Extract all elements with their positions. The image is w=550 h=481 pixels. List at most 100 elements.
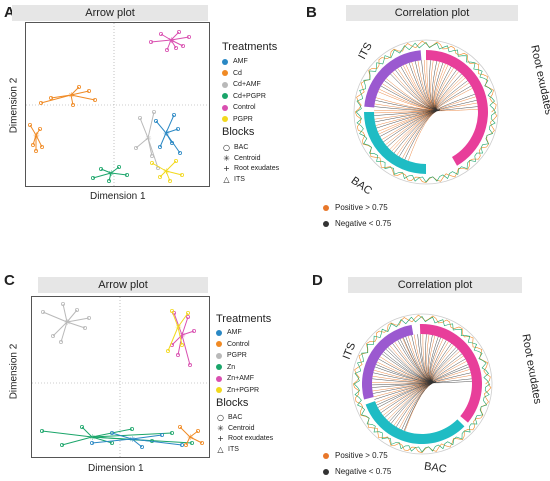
svg-text:✳: ✳: [163, 167, 170, 176]
legend-dot-icon: [216, 329, 222, 336]
correlation-plot-title-b: Correlation plot: [346, 5, 518, 21]
treatment-item-c-5: Zn+PGPR: [216, 387, 259, 394]
legend-label: Control: [227, 340, 250, 348]
legend-dot-icon: [222, 70, 228, 76]
correlation-chords-b: [353, 39, 499, 185]
treatment-item-a-5: PGPR: [222, 116, 253, 123]
legend-label: PGPR: [227, 352, 247, 359]
cluster-znamf-c: ✳: [169, 310, 196, 368]
block-symbol-icon: ○: [223, 143, 230, 152]
legend-label: Cd: [233, 69, 242, 77]
svg-text:✳: ✳: [175, 323, 182, 332]
legend-positive-label-b: Positive > 0.75: [335, 203, 388, 212]
legend-label: Root exudates: [228, 435, 274, 442]
block-symbol-icon: +: [223, 164, 230, 173]
legend-dot-icon: [222, 58, 228, 65]
segment-root-exudates-d: [419, 324, 483, 423]
svg-text:✳: ✳: [168, 36, 175, 45]
legend-negative-label-b: Negative < 0.75: [335, 219, 392, 228]
svg-text:✳: ✳: [187, 433, 194, 442]
block-symbol-icon: +: [217, 434, 224, 443]
cluster-zn-c: ✳: [39, 424, 194, 447]
blocks-title-c: Blocks: [216, 397, 249, 409]
segment-root-exudates-b: [426, 50, 488, 166]
legend-label: PGPR: [233, 115, 253, 123]
correlation-circle-b: [353, 39, 499, 185]
treatment-item-a-2: Cd+AMF: [222, 81, 261, 88]
legend-label: Zn: [227, 363, 236, 371]
block-symbol-icon: △: [223, 174, 230, 184]
segment-its-b: [364, 50, 422, 108]
svg-text:✳: ✳: [163, 129, 170, 138]
block-item-a-0: ○ BAC: [222, 143, 248, 152]
treatments-title-c: Treatments: [216, 313, 272, 325]
treatments-title-a: Treatments: [222, 41, 278, 53]
arrow-plot-a: ✳ ✳ ✳ ✳ ✳ ✳ ✳: [25, 22, 210, 187]
svg-text:✳: ✳: [145, 134, 152, 143]
cluster-znpgpr-c: ✳: [165, 308, 190, 354]
treatment-item-c-3: Zn: [216, 364, 235, 371]
block-item-c-1: ✳ Centroid: [216, 424, 254, 433]
treatment-item-c-2: PGPR: [216, 352, 247, 359]
legend-label: Centroid: [228, 424, 255, 432]
legend-label: Zn+PGPR: [227, 386, 260, 394]
legend-negative-b: Negative < 0.75: [323, 219, 391, 228]
panel-letter-a: A: [4, 4, 15, 21]
correlation-plot-title-d: Correlation plot: [348, 277, 522, 293]
legend-label: ITS: [234, 175, 245, 183]
block-symbol-icon: △: [217, 444, 224, 454]
cluster-amf-a: ✳: [153, 113, 182, 155]
positive-dot-icon: [323, 452, 329, 459]
block-item-a-1: ✳ Centroid: [222, 154, 260, 163]
segment-bac-b: [364, 112, 426, 174]
legend-label: Cd+AMF: [233, 81, 261, 88]
legend-negative-label-d: Negative < 0.75: [335, 467, 392, 476]
cluster-amf-c: ✳: [90, 430, 184, 449]
block-item-c-0: ○ BAC: [216, 413, 242, 422]
legend-dot-icon: [222, 81, 228, 88]
svg-text:✳: ✳: [64, 318, 71, 327]
ylabel-a: Dimension 2: [8, 77, 20, 134]
legend-dot-icon: [216, 364, 222, 370]
legend-label: BAC: [234, 144, 249, 151]
legend-positive-d: Positive > 0.75: [323, 451, 388, 460]
negative-dot-icon: [323, 220, 329, 227]
legend-dot-icon: [216, 387, 222, 393]
legend-label: BAC: [228, 414, 243, 421]
legend-positive-label-d: Positive > 0.75: [335, 451, 388, 460]
legend-dot-icon: [222, 104, 228, 111]
block-item-a-3: △ ITS: [222, 174, 245, 184]
legend-dot-icon: [222, 93, 228, 99]
ylabel-c: Dimension 2: [8, 343, 20, 400]
legend-dot-icon: [222, 116, 228, 122]
panel-letter-c: C: [4, 272, 15, 289]
block-symbol-icon: ✳: [223, 153, 230, 163]
negative-dot-icon: [323, 468, 329, 475]
svg-text:✳: ✳: [33, 131, 40, 140]
legend-negative-d: Negative < 0.75: [323, 467, 391, 476]
legend-label: AMF: [233, 58, 248, 65]
legend-dot-icon: [216, 352, 222, 359]
legend-label: Zn+AMF: [227, 375, 255, 382]
treatment-item-a-4: Control: [222, 104, 256, 111]
legend-dot-icon: [216, 341, 222, 347]
arrow-plot-title-a: Arrow plot: [12, 5, 208, 21]
legend-dot-icon: [216, 375, 222, 382]
svg-text:✳: ✳: [68, 91, 75, 100]
treatment-item-a-0: AMF: [222, 58, 248, 65]
segment-bac-d: [365, 401, 465, 444]
svg-text:✳: ✳: [89, 433, 96, 442]
legend-label: Root exudates: [234, 165, 280, 172]
block-symbol-icon: ○: [217, 413, 224, 422]
treatment-item-a-1: Cd: [222, 70, 242, 77]
segment-its-d: [362, 324, 414, 400]
cluster-cd2-a: ✳: [28, 123, 44, 154]
legend-label: Control: [233, 104, 256, 111]
cluster-control-c: ✳: [177, 424, 204, 447]
panel-letter-b: B: [306, 4, 317, 21]
cluster-cd-a: ✳: [38, 85, 98, 108]
treatment-item-c-1: Control: [216, 341, 250, 348]
block-item-c-2: + Root exudates: [216, 434, 273, 443]
legend-positive-b: Positive > 0.75: [323, 203, 388, 212]
cluster-cdpgpr-a: ✳: [91, 164, 130, 183]
